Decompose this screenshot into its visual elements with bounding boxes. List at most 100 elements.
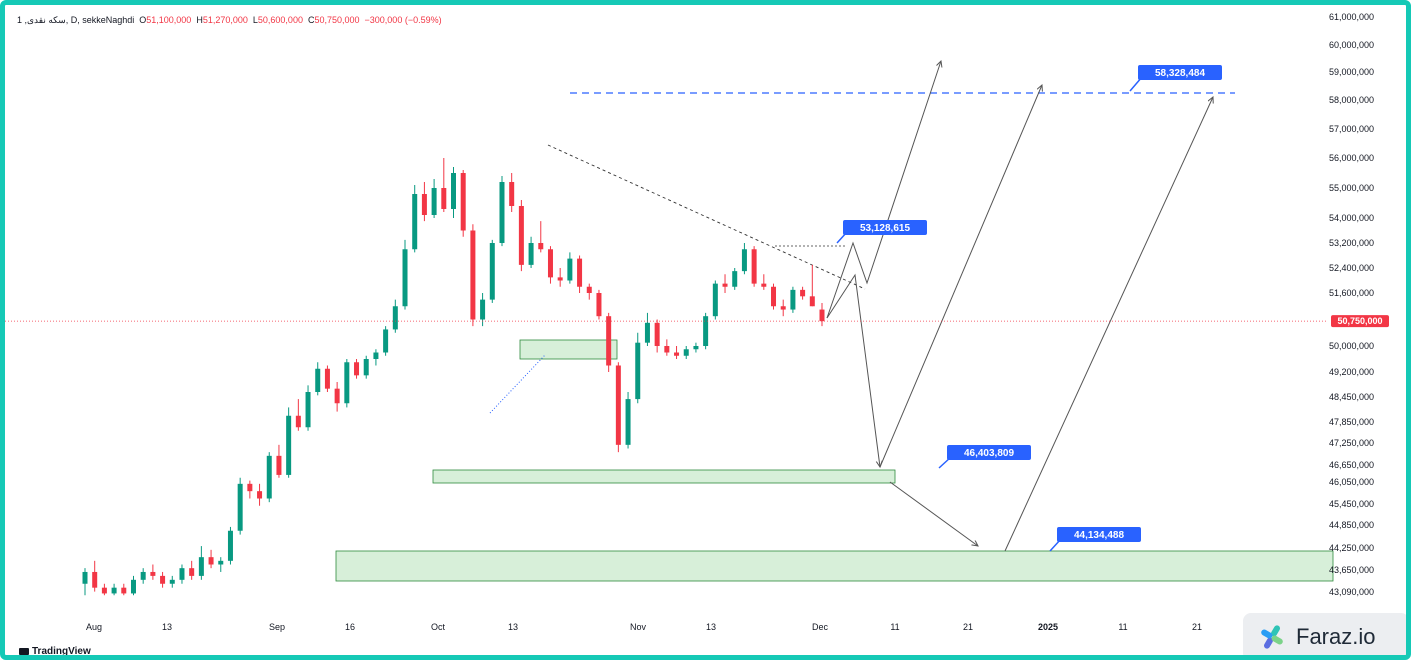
symbol-name: 1 ,سکه نقدی, D, sekkeNaghdi — [17, 15, 135, 25]
candle — [227, 526, 233, 565]
candle-body — [538, 243, 544, 250]
candle-body — [683, 349, 689, 356]
callout-text: 46,403,809 — [964, 448, 1014, 459]
low-label: L — [252, 15, 258, 25]
candle — [92, 560, 98, 592]
x-tick-label: 21 — [1192, 622, 1202, 632]
x-tick-label: Nov — [630, 622, 647, 632]
candle — [315, 362, 321, 396]
candle — [101, 583, 107, 596]
candle-body — [518, 206, 524, 265]
x-tick-label: 21 — [963, 622, 973, 632]
candle — [615, 362, 621, 453]
demand-zone-upper — [519, 339, 618, 360]
candle-body — [305, 392, 311, 428]
candle-body — [451, 173, 456, 209]
price-chart[interactable]: 61,000,000 60,000,000 59,000,000 58,000,000… — [5, 5, 1406, 655]
candle-body — [499, 182, 505, 243]
x-tick-label: Dec — [812, 622, 829, 632]
candle — [266, 452, 272, 503]
candle-body — [111, 587, 117, 594]
faraz-logo-icon — [1261, 625, 1283, 649]
candle — [703, 312, 709, 350]
candle — [606, 312, 612, 372]
close-label: C — [307, 15, 315, 25]
candle-body — [247, 483, 253, 492]
candle-body — [402, 249, 408, 307]
y-tick-label: 45,450,000 — [1329, 499, 1374, 509]
candle — [722, 274, 728, 293]
candle-body — [712, 283, 718, 317]
candle-body — [567, 258, 573, 281]
candle-body — [800, 289, 806, 297]
candle-body — [383, 329, 389, 353]
candle-body — [790, 289, 796, 310]
candle-body — [334, 388, 340, 404]
candle — [276, 444, 282, 478]
candle-body — [557, 277, 563, 281]
chart-header: 1 ,سکه نقدی, D, sekkeNaghdi O51,100,000 … — [17, 15, 442, 26]
candle-body — [227, 530, 233, 561]
candle-body — [693, 346, 699, 350]
x-tick-label: 11 — [890, 622, 899, 632]
candle — [208, 549, 214, 569]
candle — [179, 564, 185, 584]
candle — [644, 312, 650, 346]
x-tick-label: 2025 — [1038, 622, 1058, 632]
open-label: O — [139, 15, 147, 25]
candle — [373, 349, 379, 366]
candle — [577, 255, 583, 293]
candle-body — [324, 368, 330, 389]
candle — [528, 236, 534, 268]
candle-body — [257, 491, 263, 499]
y-tick-label: 61,000,000 — [1329, 12, 1374, 22]
candle — [324, 365, 330, 392]
candle — [363, 355, 369, 379]
candle-body — [480, 299, 486, 320]
candle-body — [547, 249, 553, 278]
candle-body — [121, 587, 127, 594]
projection-arrow — [826, 61, 941, 319]
candle — [305, 385, 311, 431]
candle — [547, 246, 553, 284]
candle — [218, 557, 224, 572]
candle — [654, 319, 660, 353]
candle — [295, 399, 301, 431]
y-tick-label: 44,850,000 — [1329, 520, 1374, 530]
candle — [392, 299, 398, 333]
candle — [451, 167, 456, 218]
candle — [693, 342, 699, 353]
price-label-callout: 44,134,488 — [1049, 527, 1141, 552]
y-tick-label: 43,650,000 — [1329, 565, 1374, 575]
y-tick-label: 46,650,000 — [1329, 460, 1374, 470]
candle-body — [586, 286, 592, 293]
y-tick-label: 57,000,000 — [1329, 124, 1374, 134]
x-tick-label: Sep — [269, 622, 285, 632]
candle-body — [460, 173, 466, 231]
candle — [470, 224, 476, 327]
candle — [538, 221, 544, 253]
open-value: 51,100,000 — [146, 15, 192, 25]
candle-body — [441, 188, 447, 209]
candle — [741, 243, 747, 275]
x-tick-label: 11 — [1118, 622, 1127, 632]
y-tick-label: 60,000,000 — [1329, 40, 1374, 50]
candle — [809, 264, 815, 307]
demand-zone-lower — [335, 550, 1334, 582]
candle — [344, 359, 350, 408]
candle-body — [606, 316, 612, 366]
callout-box — [1057, 527, 1141, 542]
candle — [160, 571, 166, 588]
y-tick-label: 43,090,000 — [1329, 587, 1374, 597]
candle-body — [218, 560, 224, 565]
candle-body — [644, 322, 650, 343]
y-tick-label: 56,000,000 — [1329, 153, 1374, 163]
candle — [489, 239, 495, 303]
candle-body — [703, 316, 709, 346]
price-label-callout: 58,328,484 — [1129, 65, 1222, 92]
candle-body — [276, 455, 282, 475]
candle — [683, 346, 689, 359]
candle — [761, 274, 767, 290]
high-value: 51,270,000 — [202, 15, 248, 25]
y-tick-label: 47,250,000 — [1329, 438, 1374, 448]
